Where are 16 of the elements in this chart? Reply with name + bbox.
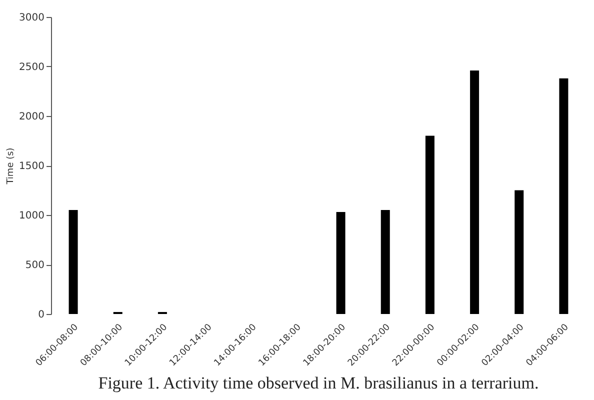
y-tick-label: 2000 [19, 112, 44, 122]
y-tick-label: 3000 [19, 12, 44, 24]
y-tick-label: 500 [25, 260, 44, 271]
y-tick-label: 0 [38, 310, 44, 320]
y-tick-label: 1000 [19, 210, 44, 222]
bar [514, 190, 524, 314]
bar [470, 70, 480, 314]
bar [559, 78, 568, 314]
y-tick-label: 2500 [19, 62, 44, 73]
bar [380, 210, 390, 314]
bar [68, 210, 78, 314]
y-tick-label: 1500 [19, 161, 44, 172]
bar [425, 136, 434, 314]
bar [336, 212, 346, 314]
caption: Figure 1. Activity time observed in M. brasilianus in a terrarium. [98, 373, 539, 392]
y-axis-title: Time (s) [6, 148, 16, 186]
